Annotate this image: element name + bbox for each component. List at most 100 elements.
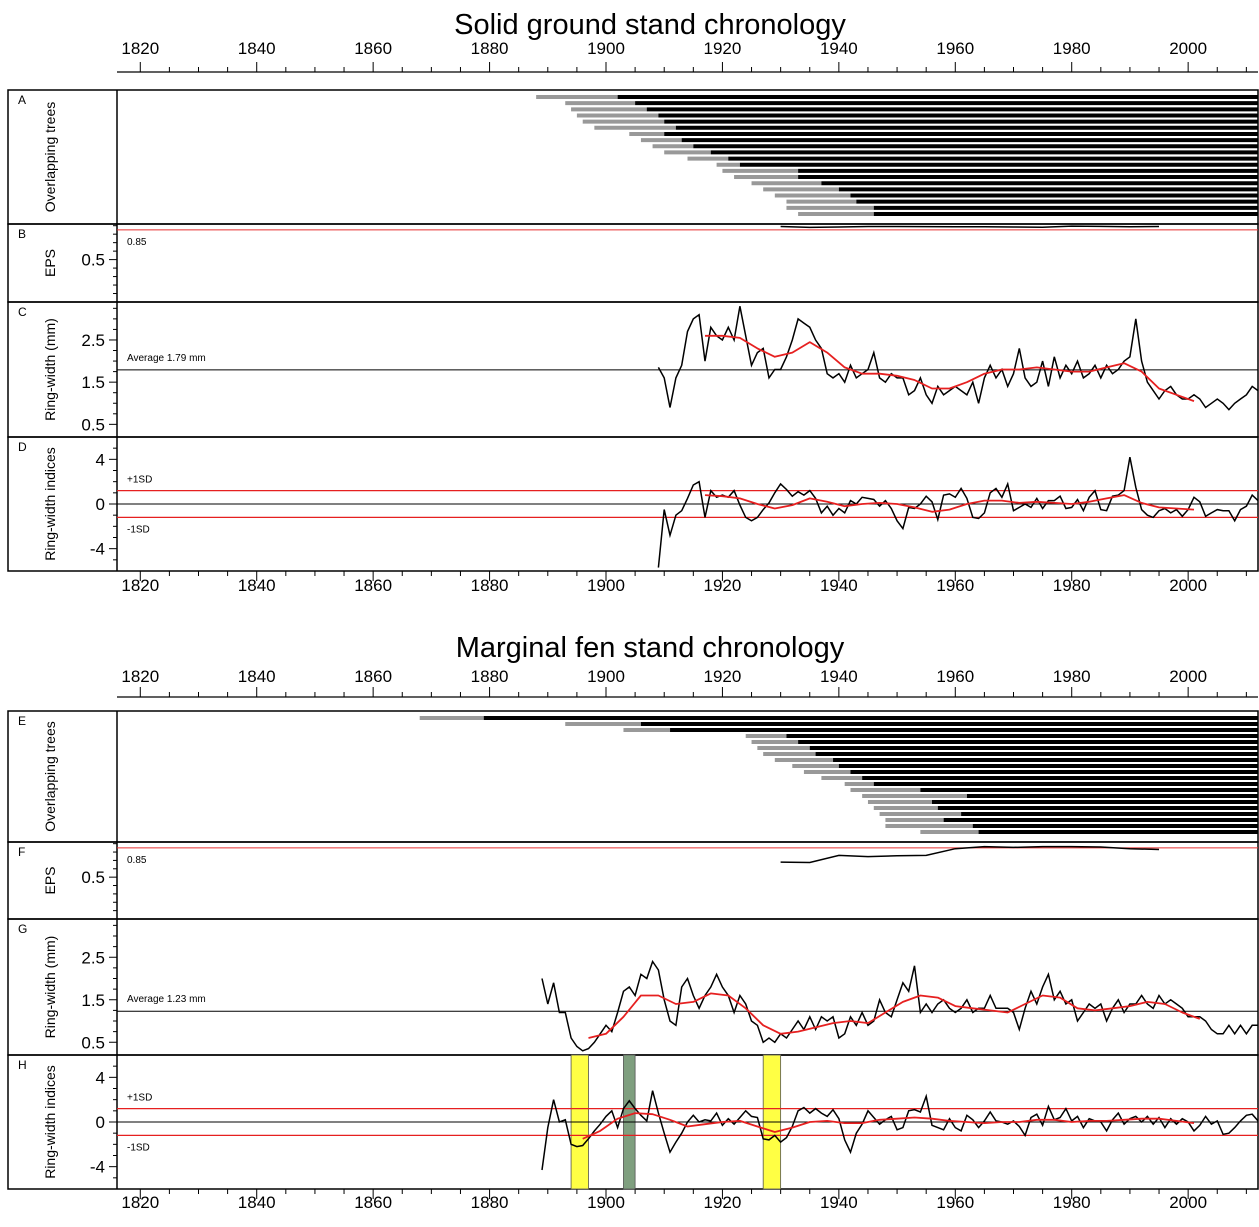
bottom-tick-label: 1820 [121, 1193, 159, 1212]
panel-letter: G [18, 922, 27, 936]
top-tick-label: 1820 [121, 667, 159, 686]
bottom-tick-label: 1940 [820, 1193, 858, 1212]
panel-ylabel: Overlapping trees [42, 102, 58, 213]
reference-label: Average 1.79 mm [127, 353, 206, 364]
bottom-tick-label: 1880 [471, 576, 509, 595]
top-tick-label: 1860 [354, 39, 392, 58]
panel-a: A Overlapping trees [7, 89, 1259, 225]
panel-ylabel: Overlapping trees [42, 721, 58, 832]
y-tick-label: 1.5 [81, 991, 105, 1010]
top-tick-label: 1940 [820, 667, 858, 686]
panel-letter: A [18, 93, 26, 107]
panel-ylabel: Ring-width (mm) [42, 318, 58, 421]
top-tick-label: 2000 [1169, 667, 1207, 686]
chart-2: Marginal fen stand chronology 1820 1840 186… [7, 632, 1259, 1212]
panel-letter: D [18, 440, 27, 454]
chart-title: Marginal fen stand chronology [456, 632, 845, 664]
series-line [541, 1090, 1259, 1171]
bottom-tick-label: 1820 [121, 576, 159, 595]
y-tick-label: -4 [90, 540, 105, 559]
sd-label: -1SD [127, 1142, 150, 1153]
panel-letter: H [18, 1058, 27, 1072]
series-line [780, 225, 1160, 229]
y-tick-label: 2.5 [81, 948, 105, 967]
top-tick-label: 1940 [820, 39, 858, 58]
y-tick-label: 4 [96, 450, 105, 469]
sd-label: +1SD [127, 475, 152, 486]
y-tick-label: 1.5 [81, 373, 105, 392]
smoothed-line [582, 1112, 1195, 1140]
panel-e: E Overlapping trees [7, 710, 1259, 843]
panel-c: C Ring-width (mm) 0.5 1.5 2.5 Average 1.79 mm [7, 301, 1259, 438]
top-tick-label: 1980 [1053, 39, 1091, 58]
top-tick-label: 1840 [238, 39, 276, 58]
bottom-tick-label: 1960 [936, 576, 974, 595]
sd-label: +1SD [127, 1093, 152, 1104]
panel-h: H Ring-width indices -4 0 4 +1SD -1SD [7, 1054, 1259, 1190]
smoothed-line [705, 334, 1195, 402]
series-line [541, 959, 1258, 1052]
panel-b: B EPS 0.5 0.85 [7, 223, 1259, 303]
y-tick-label: 0 [96, 1113, 105, 1132]
bottom-tick-label: 1960 [936, 1193, 974, 1212]
bottom-tick-label: 1980 [1053, 576, 1091, 595]
bottom-tick-label: 2000 [1169, 1193, 1207, 1212]
y-tick-label: 0.5 [81, 868, 105, 887]
sd-label: -1SD [127, 524, 150, 535]
top-tick-label: 1960 [936, 667, 974, 686]
top-tick-label: 1880 [471, 39, 509, 58]
bottom-tick-label: 1920 [704, 576, 742, 595]
bottom-tick-label: 1860 [354, 1193, 392, 1212]
y-tick-label: 0 [96, 495, 105, 514]
series-line [657, 306, 1259, 411]
panel-ylabel: EPS [42, 866, 58, 894]
panel-letter: C [18, 305, 27, 319]
y-tick-label: -4 [90, 1158, 105, 1177]
bottom-tick-label: 1840 [238, 1193, 276, 1212]
top-tick-label: 1920 [704, 39, 742, 58]
bottom-tick-label: 1860 [354, 576, 392, 595]
panel-letter: E [18, 714, 26, 728]
bottom-x-axis: 1820 1840 1860 1880 1900 1920 1940 1960 1980 2000 [121, 571, 1247, 595]
y-tick-label: 0.5 [81, 1033, 105, 1052]
y-tick-label: 2.5 [81, 331, 105, 350]
panel-ylabel: Ring-width indices [42, 447, 58, 561]
bottom-tick-label: 1840 [238, 576, 276, 595]
reference-label: 0.85 [127, 855, 147, 866]
top-tick-label: 1820 [121, 39, 159, 58]
reference-label: Average 1.23 mm [127, 994, 206, 1005]
series-line [657, 456, 1259, 568]
series-line [780, 845, 1160, 864]
reference-label: 0.85 [127, 237, 147, 248]
top-x-axis: 1820 1840 1860 1880 1900 1920 1940 1960 1980 2000 [117, 667, 1258, 698]
top-tick-label: 1900 [587, 39, 625, 58]
y-tick-label: 4 [96, 1068, 105, 1087]
panel-letter: F [18, 845, 25, 859]
panel-ylabel: Ring-width (mm) [42, 936, 58, 1039]
bottom-tick-label: 1980 [1053, 1193, 1091, 1212]
top-x-axis: 1820 1840 1860 1880 1900 1920 1940 1960 1980 2000 [117, 39, 1258, 73]
panel-frame [7, 223, 1259, 303]
bottom-tick-label: 1940 [820, 576, 858, 595]
bottom-tick-label: 1920 [704, 1193, 742, 1212]
panel-frame [7, 918, 1259, 1056]
top-tick-label: 1860 [354, 667, 392, 686]
panel-ylabel: Ring-width indices [42, 1065, 58, 1179]
panel-ylabel: EPS [42, 249, 58, 277]
y-tick-label: 0.5 [81, 251, 105, 270]
chart-1: Solid ground stand chronology 1820 1840 186… [7, 9, 1259, 595]
bottom-tick-label: 1880 [471, 1193, 509, 1212]
bottom-tick-label: 1900 [587, 576, 625, 595]
panel-letter: B [18, 227, 26, 241]
panel-g: G Ring-width (mm) 0.5 1.5 2.5 Average 1.23 mm [7, 918, 1259, 1056]
y-tick-label: 0.5 [81, 415, 105, 434]
smoothed-line [704, 494, 1195, 513]
bottom-tick-label: 1900 [587, 1193, 625, 1212]
panel-d: D Ring-width indices -4 0 4 +1SD -1SD [7, 436, 1259, 572]
panel-f: F EPS 0.5 0.85 [7, 841, 1259, 920]
top-tick-label: 1980 [1053, 667, 1091, 686]
chart-title: Solid ground stand chronology [454, 9, 846, 41]
bottom-x-axis: 1820 1840 1860 1880 1900 1920 1940 1960 1980 2000 [121, 1189, 1247, 1212]
top-tick-label: 1840 [238, 667, 276, 686]
